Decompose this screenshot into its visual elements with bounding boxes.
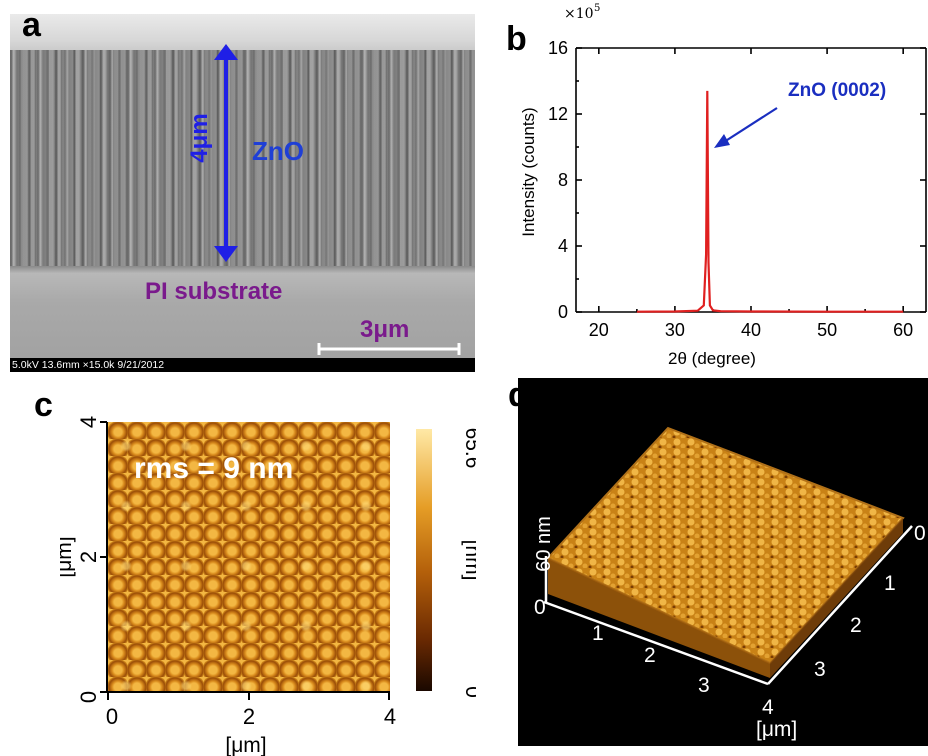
xrd-y-axis-label: Intensity (counts): [519, 107, 538, 236]
afm-3d-front-tick-2: 2: [644, 644, 656, 667]
y-exponent-base: ×10: [564, 6, 594, 22]
thickness-arrow: [214, 44, 238, 262]
colorbar-unit-label: [nm]: [461, 540, 476, 581]
colorbar: [416, 429, 432, 691]
xrd-x-axis-label: 2θ (degree): [668, 349, 756, 368]
afm-3d-plot: 0 60 nm 1 2 3 4 [μm] 0 1 2 3: [533, 426, 926, 741]
scale-bar-label: 3μm: [360, 316, 410, 343]
xrd-y-tick-label: 12: [548, 104, 568, 124]
sem-info-bar: 5.0kV 13.6mm ×15.0k 9/21/2012: [10, 358, 475, 372]
panel-letter-c: c: [34, 386, 53, 424]
afm-3d-z-label: 60 nm: [533, 516, 555, 572]
sem-image: 5.0kV 13.6mm ×15.0k 9/21/2012 4μm ZnO PI…: [10, 14, 475, 372]
sem-info-text: 5.0kV 13.6mm ×15.0k 9/21/2012: [12, 359, 165, 371]
afm-3d-unit-label: [μm]: [756, 718, 797, 741]
afm-x-axis-label: [μm]: [225, 734, 266, 756]
xrd-x-tick-label: 30: [665, 320, 685, 340]
afm-3d-side-tick-1: 1: [884, 572, 896, 595]
afm-3d-side-tick-2: 2: [850, 614, 862, 637]
afm-3d-side-tick-0: 0: [914, 522, 926, 545]
xrd-x-tick-label: 60: [893, 320, 913, 340]
afm-2d-axes: 0 2 4 [μm] 0 2 4 [μm]: [60, 416, 396, 756]
afm-x-tick-2: 2: [243, 704, 255, 729]
afm-y-axis-label: [μm]: [60, 536, 76, 577]
xrd-series-line: [636, 90, 904, 313]
peak-annotation-arrow: [714, 107, 778, 148]
afm-3d-front-tick-3: 3: [698, 674, 710, 697]
colorbar-max-label: 65.6: [461, 428, 476, 469]
panel-letter-d: d: [508, 376, 529, 414]
zno-label: ZnO: [252, 136, 304, 166]
xrd-x-tick-label: 20: [589, 320, 609, 340]
xrd-y-tick-label: 16: [548, 38, 568, 58]
thickness-label: 4μm: [186, 113, 213, 163]
y-exponent-power: 5: [594, 3, 600, 14]
xrd-chart: 20 30 40 50 60 0 4 8 12 16 ZnO (0002) ×10 5 2θ (d…: [519, 3, 927, 368]
afm-2d-image: [108, 422, 390, 692]
rms-label: rms = 9 nm: [134, 452, 294, 485]
afm-y-tick-4: 4: [76, 416, 101, 428]
afm-3d-front-tick-1: 1: [592, 622, 604, 645]
afm-3d-surface-front: [548, 558, 770, 678]
afm-x-tick-0: 0: [106, 704, 118, 729]
sem-overlay: [214, 44, 461, 355]
scale-bar: [317, 343, 461, 355]
afm-3d-side-tick-3: 3: [814, 658, 826, 681]
pi-substrate-region: [10, 266, 475, 358]
panel-letter-a: a: [22, 6, 41, 44]
xrd-x-tick-label: 50: [817, 320, 837, 340]
xrd-ticks: 20 30 40 50 60 0 4 8 12 16: [548, 38, 926, 340]
peak-label: ZnO (0002): [788, 80, 886, 101]
xrd-y-tick-label: 0: [558, 302, 568, 322]
substrate-label: PI substrate: [145, 278, 283, 305]
xrd-y-tick-label: 8: [558, 170, 568, 190]
panel-letter-b: b: [506, 20, 527, 58]
afm-x-tick-4: 4: [384, 704, 396, 729]
afm-3d-front-tick-4: 4: [762, 696, 774, 719]
afm-y-tick-2: 2: [76, 551, 101, 563]
afm-3d-surface-side: [770, 518, 903, 678]
xrd-x-tick-label: 40: [741, 320, 761, 340]
xrd-y-tick-label: 4: [558, 236, 568, 256]
colorbar-min-label: 0: [461, 686, 476, 698]
zno-nanorod-layer: [10, 50, 475, 266]
afm-3d-z-zero: 0: [534, 596, 546, 619]
afm-y-tick-0: 0: [76, 691, 101, 703]
colorbar-labels: 65.6 [nm] 0: [461, 428, 476, 698]
